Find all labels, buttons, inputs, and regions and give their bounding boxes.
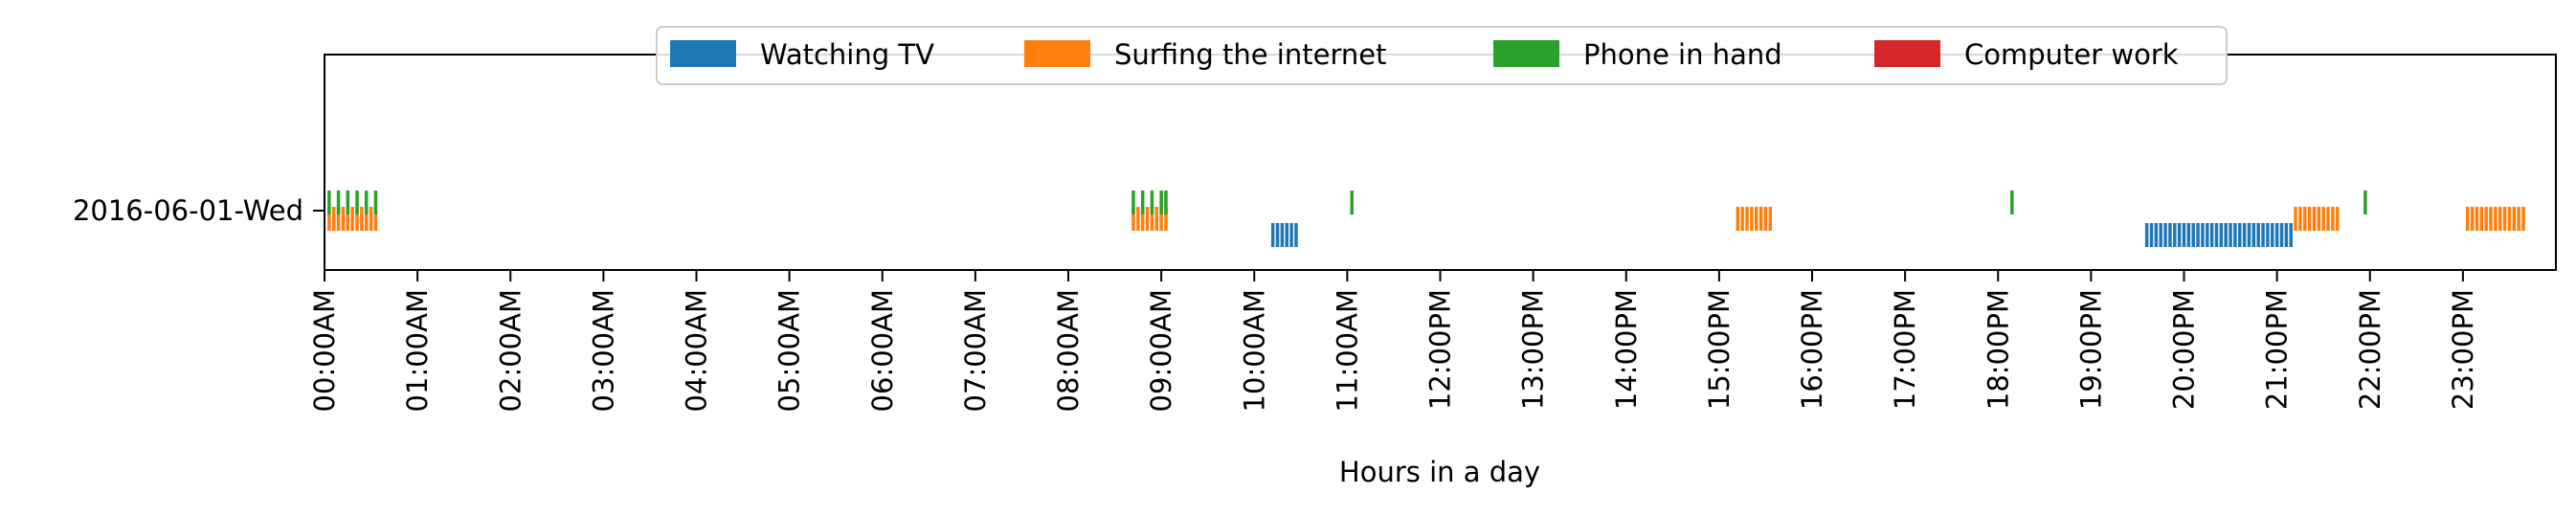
x-tick-label: 03:00AM — [587, 289, 619, 412]
x-tick-label: 13:00PM — [1517, 289, 1550, 410]
legend-swatch — [1024, 40, 1090, 67]
x-axis: 00:00AM 01:00AM 02:00AM 03:00AM 04:00AM 05:00… — [308, 270, 2479, 412]
x-tick-label: 19:00PM — [2074, 289, 2107, 410]
x-tick-label: 21:00PM — [2261, 289, 2294, 410]
x-tick-label: 04:00AM — [681, 289, 713, 412]
event-marks — [327, 191, 2525, 247]
x-axis-label: Hours in a day — [1339, 456, 1540, 488]
x-tick-label: 09:00AM — [1145, 289, 1177, 412]
x-tick-label: 06:00AM — [866, 289, 899, 412]
x-tick-label: 22:00PM — [2354, 289, 2386, 410]
legend-swatch — [670, 40, 736, 67]
x-tick-label: 08:00AM — [1052, 289, 1085, 412]
x-tick-label: 23:00PM — [2447, 289, 2479, 410]
legend-swatch — [1493, 40, 1559, 67]
x-tick-label: 01:00AM — [401, 289, 434, 412]
legend-label: Watching TV — [760, 38, 934, 71]
legend-swatch — [1874, 40, 1940, 67]
x-tick-label: 02:00AM — [494, 289, 526, 412]
y-tick-label: 2016-06-01-Wed — [73, 194, 303, 227]
legend-label: Computer work — [1964, 38, 2179, 71]
legend: Watching TV Surfing the internet Phone in … — [656, 26, 2228, 85]
x-tick-label: 16:00PM — [1796, 289, 1828, 410]
y-axis: 2016-06-01-Wed — [73, 194, 325, 227]
x-tick-label: 11:00AM — [1331, 289, 1363, 412]
x-tick-label: 05:00AM — [773, 289, 806, 412]
x-tick-label: 10:00AM — [1238, 289, 1270, 412]
x-tick-label: 07:00AM — [959, 289, 992, 412]
legend-label: Surfing the internet — [1114, 38, 1386, 71]
x-tick-label: 20:00PM — [2168, 289, 2201, 410]
x-tick-label: 15:00PM — [1703, 289, 1736, 410]
x-tick-label: 12:00PM — [1424, 289, 1457, 410]
x-tick-label: 18:00PM — [1982, 289, 2014, 410]
x-tick-label: 00:00AM — [308, 289, 341, 412]
legend-label: Phone in hand — [1583, 38, 1782, 71]
x-tick-label: 14:00PM — [1610, 289, 1643, 410]
x-tick-label: 17:00PM — [1889, 289, 1921, 410]
